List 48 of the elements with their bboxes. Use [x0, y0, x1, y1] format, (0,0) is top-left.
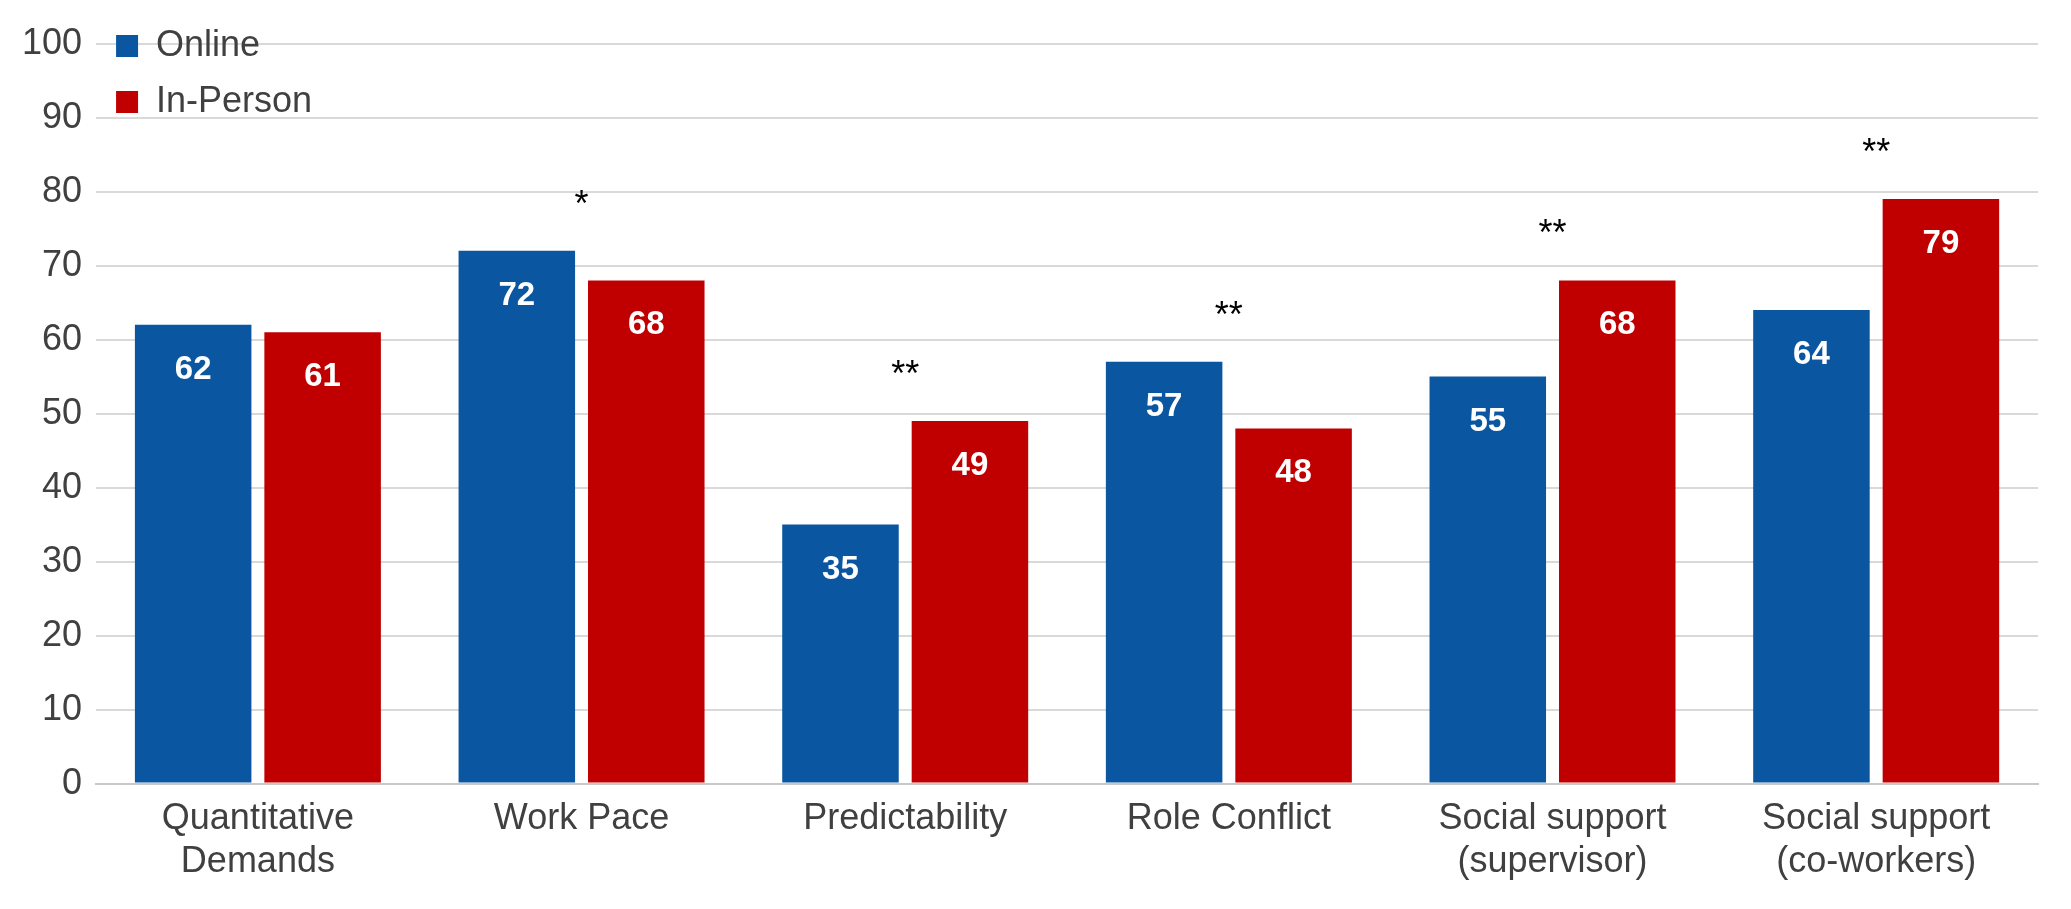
y-tick-label: 50	[42, 390, 83, 432]
annotation: **	[1214, 293, 1243, 335]
data-label: 79	[1922, 223, 1960, 261]
data-label: 61	[304, 356, 341, 394]
data-label: 62	[174, 348, 212, 386]
bar	[458, 250, 576, 783]
data-label: 72	[498, 274, 536, 312]
data-label: 57	[1145, 385, 1183, 423]
x-tick-label: Quantitative Demands	[161, 796, 354, 881]
bar	[1558, 280, 1676, 783]
data-label: 68	[1598, 304, 1636, 342]
bar	[1429, 376, 1547, 783]
bar	[1753, 310, 1870, 783]
bar	[1105, 361, 1223, 783]
data-label: 55	[1469, 400, 1507, 438]
data-label: 48	[1275, 452, 1312, 490]
annotation: **	[1862, 130, 1891, 172]
x-tick-label: Predictability	[803, 796, 1008, 838]
x-tick-label: Social support (supervisor)	[1438, 796, 1667, 881]
data-label: 68	[627, 304, 665, 342]
bar	[134, 324, 252, 783]
legend-label: In-Person	[156, 78, 313, 120]
annotation: **	[1538, 212, 1567, 254]
bar	[588, 280, 705, 783]
bar	[911, 421, 1029, 783]
annotation: *	[574, 182, 589, 224]
annotation: **	[891, 352, 920, 394]
legend-label: Online	[156, 22, 261, 64]
y-tick-label: 90	[42, 94, 83, 136]
bar	[264, 332, 381, 783]
y-tick-label: 0	[62, 760, 83, 802]
bar	[782, 524, 899, 783]
y-tick-label: 30	[42, 538, 83, 580]
y-tick-label: 70	[42, 242, 83, 284]
y-tick-label: 60	[42, 316, 83, 358]
data-label: 35	[822, 548, 859, 586]
y-tick-label: 10	[42, 686, 83, 728]
data-label: 49	[951, 445, 989, 483]
y-tick-label: 100	[21, 20, 83, 62]
bar	[1882, 199, 2000, 783]
x-tick-label: Social support (co-workers)	[1762, 796, 1991, 881]
y-tick-label: 80	[42, 168, 83, 210]
x-tick-label: Role Conflict	[1126, 796, 1331, 838]
data-label: 64	[1793, 334, 1831, 372]
bar	[1235, 428, 1352, 783]
y-tick-label: 40	[42, 464, 83, 506]
y-tick-label: 20	[42, 612, 83, 654]
x-tick-label: Work Pace	[493, 796, 670, 838]
